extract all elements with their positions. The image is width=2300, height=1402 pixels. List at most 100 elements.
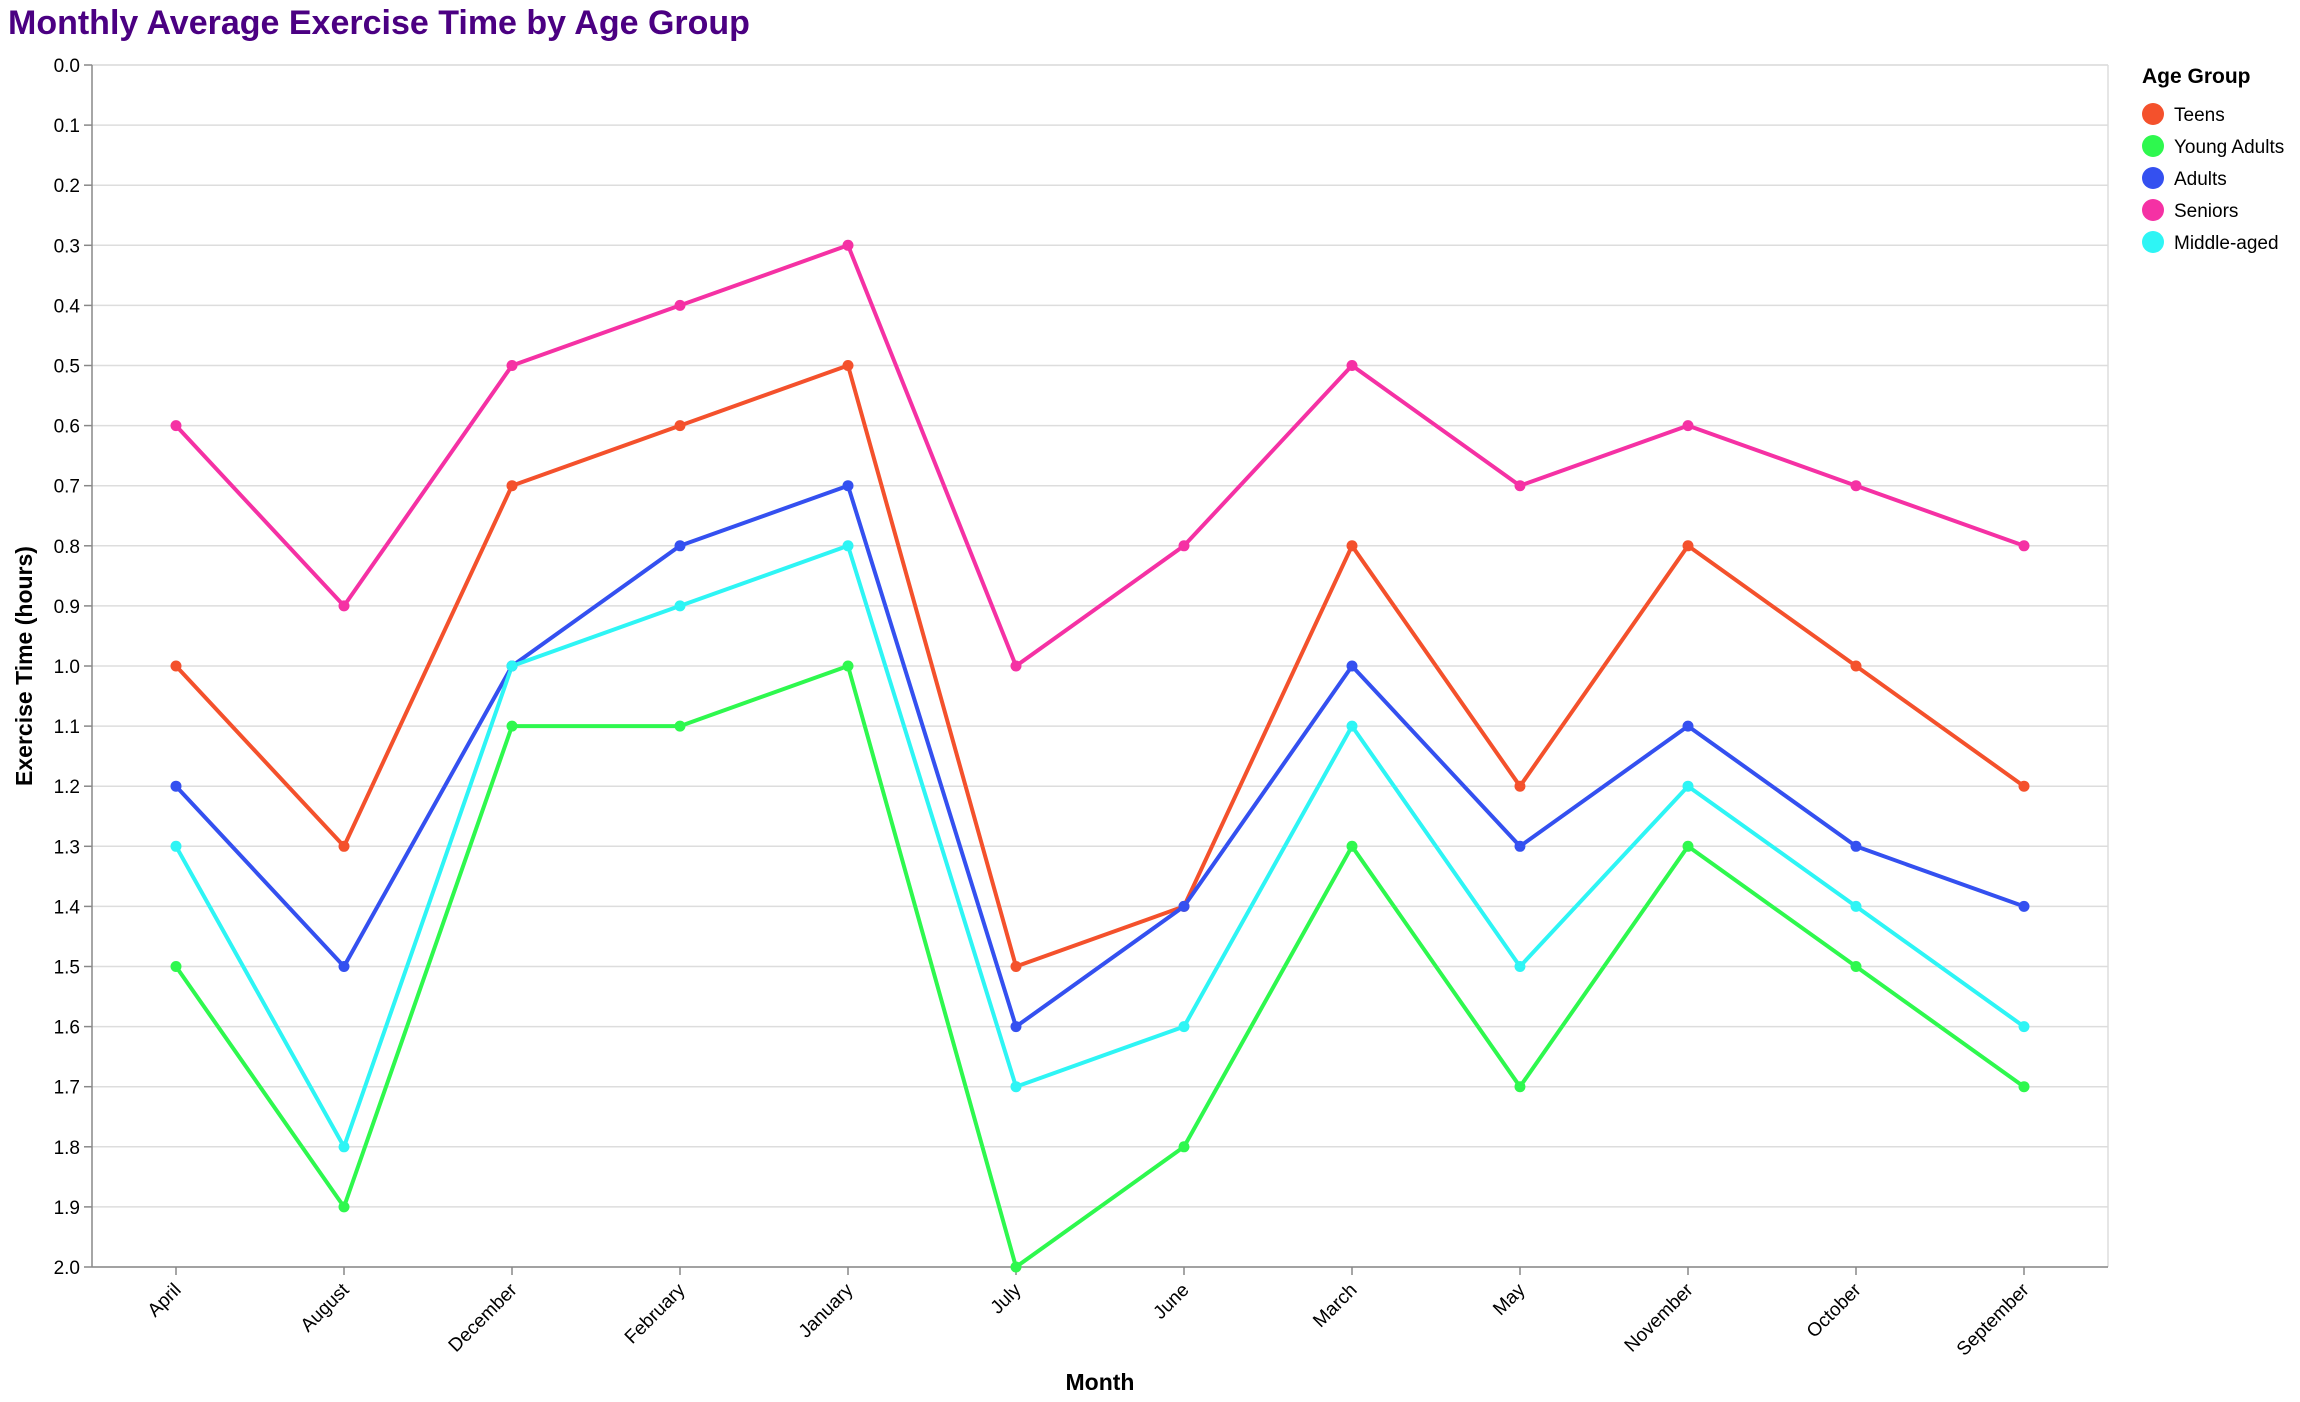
data-point [506, 720, 518, 732]
data-point [2018, 540, 2030, 552]
data-point [506, 480, 518, 492]
y-tick-label: 1.7 [54, 1078, 80, 1099]
legend-swatch [2142, 103, 2164, 125]
data-point [170, 840, 182, 852]
series-line-seniors [174, 243, 2025, 668]
y-tick-label: 0.5 [54, 357, 80, 378]
data-point [842, 480, 854, 492]
data-point [842, 660, 854, 672]
x-tick-label: December [445, 1279, 522, 1356]
x-tick-label: February [621, 1279, 690, 1348]
data-point [170, 780, 182, 792]
data-point [1682, 840, 1694, 852]
data-point [1850, 660, 1862, 672]
data-point [2018, 1021, 2030, 1033]
series-line-young-adults [174, 664, 2026, 1269]
data-point [1346, 360, 1358, 371]
x-tick-label: October [1803, 1279, 1866, 1342]
legend-title: Age Group [2142, 65, 2251, 88]
series-line-middle-aged [174, 543, 2026, 1149]
legend-swatch [2142, 167, 2164, 189]
y-axis-title: Exercise Time (hours) [11, 546, 37, 786]
data-point [1850, 480, 1862, 492]
y-tick-label: 1.6 [54, 1018, 80, 1039]
y-tick-label: 1.4 [54, 897, 81, 918]
data-point [170, 420, 182, 432]
data-point [1682, 420, 1694, 432]
data-point [1682, 780, 1694, 792]
data-point [674, 600, 686, 612]
y-tick-label: 0.7 [54, 477, 80, 498]
data-point [1346, 540, 1358, 552]
data-point [1514, 961, 1526, 972]
series [170, 239, 2030, 1273]
y-tick-label: 0.1 [54, 116, 80, 137]
x-axis-title: Month [1066, 1369, 1135, 1395]
y-tick-label: 2.0 [54, 1258, 80, 1279]
data-point [674, 720, 686, 732]
legend-swatch [2142, 231, 2164, 253]
legend: Age Group Teens Young Adults Adults Seniors M… [2142, 65, 2284, 254]
data-point [674, 420, 686, 432]
legend-label: Young Adults [2174, 137, 2284, 158]
y-tick-label: 0.0 [54, 56, 80, 77]
series-line-teens [174, 363, 2026, 969]
data-point [338, 840, 350, 852]
x-tick-label: November [1621, 1279, 1698, 1356]
data-point [1514, 480, 1526, 492]
x-tick-label: January [795, 1279, 858, 1342]
data-point [170, 660, 182, 672]
data-point [338, 1141, 350, 1153]
data-point [1346, 660, 1358, 672]
data-point [1850, 961, 1862, 972]
data-point [2018, 900, 2030, 912]
grid [92, 64, 2109, 1268]
y-tick-label: 1.1 [54, 717, 80, 738]
x-tick-label: April [144, 1280, 186, 1322]
y-tick-label: 0.2 [54, 176, 80, 197]
y-tick-label: 0.3 [54, 236, 80, 257]
data-point [1178, 1021, 1190, 1033]
data-point [674, 299, 686, 311]
data-point [1346, 840, 1358, 852]
data-point [1010, 1261, 1022, 1273]
chart-title: Monthly Average Exercise Time by Age Gro… [8, 4, 750, 42]
data-point [1514, 780, 1526, 792]
data-point [1346, 720, 1358, 732]
data-point [1178, 900, 1190, 912]
data-point [842, 239, 854, 251]
x-tick-label: September [1953, 1279, 2034, 1360]
data-point [2018, 1081, 2030, 1093]
data-point [338, 961, 350, 972]
y-tick-label: 1.2 [54, 777, 80, 798]
legend-label: Seniors [2174, 201, 2238, 222]
data-point [1010, 1021, 1022, 1033]
y-tick-label: 1.0 [54, 657, 80, 678]
data-point [1514, 840, 1526, 852]
legend-label: Teens [2174, 105, 2225, 126]
y-tick-label: 1.9 [54, 1198, 80, 1219]
data-point [674, 540, 686, 552]
data-point [1682, 720, 1694, 732]
y-tick-label: 0.6 [54, 417, 80, 438]
data-point [2018, 780, 2030, 792]
data-point [1178, 540, 1190, 552]
y-tick-label: 0.9 [54, 597, 80, 618]
data-point [1010, 1081, 1022, 1093]
x-tick-label: May [1489, 1279, 1530, 1320]
data-point [506, 660, 518, 672]
data-point [1010, 660, 1022, 672]
data-point [170, 961, 182, 972]
data-point [338, 600, 350, 612]
data-point [1682, 540, 1694, 552]
data-point [1514, 1081, 1526, 1093]
data-point [1850, 840, 1862, 852]
x-tick-label: July [987, 1279, 1026, 1318]
data-point [842, 540, 854, 552]
legend-label: Adults [2174, 169, 2227, 190]
data-point [842, 360, 854, 371]
x-tick-label: June [1150, 1280, 1194, 1324]
y-tick-label: 0.4 [54, 296, 81, 317]
y-tick-label: 1.5 [54, 958, 80, 979]
